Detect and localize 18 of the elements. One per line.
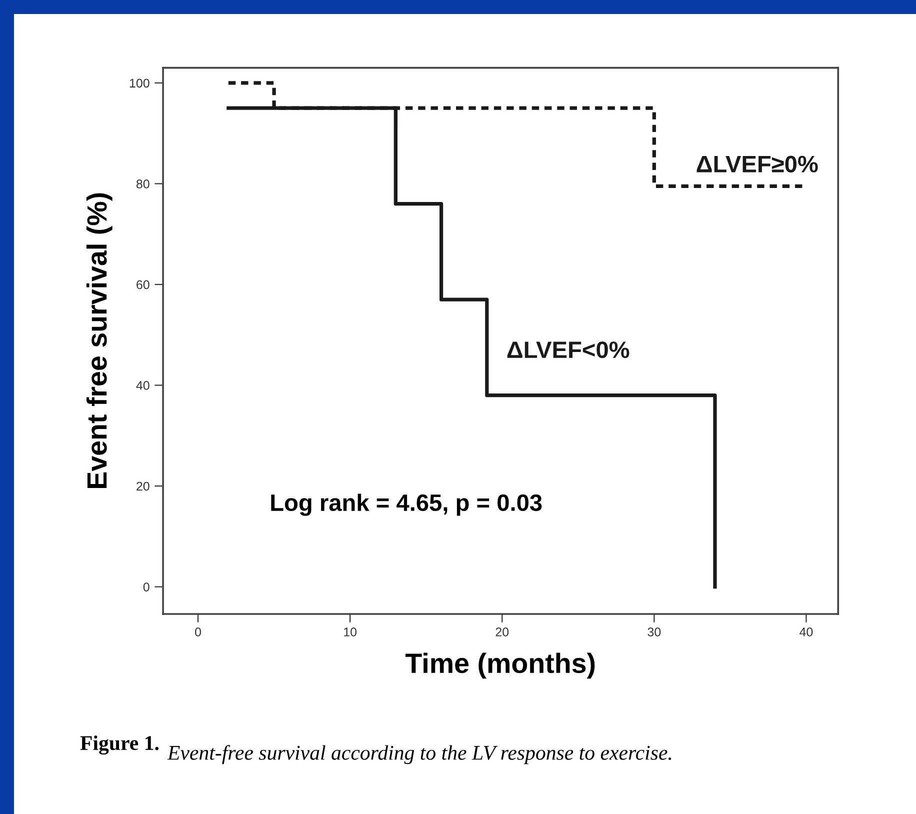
y-tick-label: 20 [136, 482, 150, 491]
y-axis-title: Event free survival (%) [86, 193, 112, 488]
x-tick-label: 40 [800, 628, 813, 636]
x-tick-label: 20 [496, 628, 509, 636]
x-tick-label: 30 [648, 628, 661, 636]
y-tick-label: 80 [136, 179, 150, 188]
caption: Figure 1. [80, 735, 159, 755]
x-tick-label: 10 [344, 628, 357, 636]
x-axis-title: Time (months) [405, 652, 595, 679]
series-label: ΔLVEF<0% [507, 341, 630, 358]
y-tick-label: 0 [143, 582, 150, 592]
series-label: ΔLVEF≥0% [696, 156, 818, 172]
text: Event-free survival according to the LV response to exercise. [167, 745, 672, 764]
x-tick-label: 0 [195, 628, 202, 636]
y-tick-label: 100 [130, 78, 150, 88]
annotation: Log rank = 4.65, p = 0.03 [271, 494, 542, 516]
y-tick-label: 60 [136, 280, 150, 290]
y-tick-label: 40 [136, 381, 150, 390]
